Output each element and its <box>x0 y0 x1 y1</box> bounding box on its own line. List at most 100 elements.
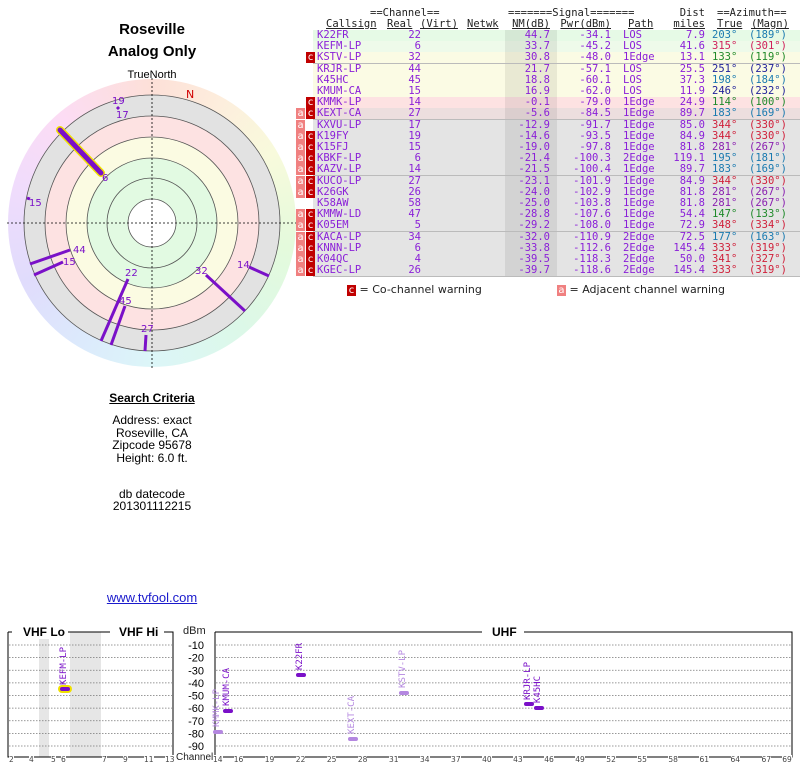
station-marker[interactable] <box>60 687 70 692</box>
real-channel: 15 <box>408 85 421 97</box>
azimuth-magn: (327°) <box>749 253 787 265</box>
true-north-label: TrueNorth <box>127 69 177 81</box>
table-row[interactable]: KEFM-LP 6 33.7 -45.2 LOS 41.6 315° (301°… <box>313 40 800 54</box>
azimuth-true: 333° <box>712 264 738 277</box>
table-row[interactable]: KSTV-LP 32 30.8 -48.0 1Edge 13.1 133° (1… <box>306 51 800 65</box>
distance: 13.1 <box>679 51 705 64</box>
station-marker[interactable] <box>347 737 358 742</box>
station-direction-line[interactable] <box>143 334 148 352</box>
nm-db: -25.0 <box>518 197 550 209</box>
pwr-dbm: -34.1 <box>579 29 611 41</box>
pwr-dbm: -79.0 <box>579 96 611 109</box>
table-row[interactable]: K26GK 26 -24.0 -102.9 1Edge 81.8 281° (2… <box>296 185 800 199</box>
path: LOS <box>623 73 642 86</box>
station-marker[interactable] <box>223 708 234 713</box>
station-marker-label: KEFM-LP <box>59 646 69 685</box>
real-channel: 45 <box>408 73 421 86</box>
distance: 89.7 <box>679 163 705 176</box>
nm-column-shade <box>505 242 557 254</box>
nm-db: 44.7 <box>524 29 550 41</box>
azimuth-magn: (267°) <box>749 185 787 198</box>
path: 2Edge <box>623 264 655 277</box>
azimuth-true: 195° <box>712 152 738 165</box>
real-channel: 44 <box>408 62 421 75</box>
nm-db: -21.5 <box>518 163 550 176</box>
table-row[interactable]: K45HC 45 18.8 -60.1 LOS 37.3 198° (184°) <box>313 73 800 87</box>
nm-column-shade <box>505 231 557 243</box>
distance: 50.0 <box>679 253 705 265</box>
channel-tick-label: 46 <box>544 755 554 764</box>
channel-tick-label: 49 <box>575 755 585 764</box>
nm-db: 33.7 <box>524 40 550 53</box>
distance: 84.9 <box>679 174 705 187</box>
azimuth-magn: (319°) <box>749 264 787 277</box>
cochannel-warning-icon: c <box>306 220 315 232</box>
path: 1Edge <box>623 51 655 64</box>
nm-db: -19.0 <box>518 141 550 153</box>
table-row[interactable]: KEXT-CA 27 -5.6 -84.5 1Edge 89.7 183° (1… <box>296 107 800 121</box>
station-marker[interactable] <box>213 730 223 735</box>
table-row[interactable]: KRJR-LP 44 21.7 -57.1 LOS 25.5 251° (237… <box>313 62 800 76</box>
path: 1Edge <box>623 107 655 120</box>
azimuth-true: 281° <box>712 197 738 209</box>
table-row[interactable]: KMMW-LD 47 -28.8 -107.6 1Edge 54.4 147° … <box>296 208 800 222</box>
table-row[interactable]: K58AW 58 -25.0 -103.8 1Edge 81.8 281° (2… <box>313 198 800 210</box>
band-vhf-hi: VHF Hi <box>116 625 162 639</box>
station-marker[interactable] <box>399 691 410 695</box>
table-row[interactable]: KMUM-CA 15 16.9 -62.0 LOS 11.9 246° (232… <box>313 86 800 98</box>
header-netwk: Netwk <box>467 18 499 30</box>
distance: 81.8 <box>679 185 705 198</box>
search-zip: Zipcode 95678 <box>112 438 192 452</box>
azimuth-true: 183° <box>712 163 738 176</box>
nm-column-shade <box>505 86 557 97</box>
path: 2Edge <box>623 230 655 243</box>
nm-db: -33.8 <box>518 241 550 254</box>
cochannel-warning-icon: c <box>306 265 315 277</box>
real-channel: 58 <box>408 197 421 209</box>
nm-db: 18.8 <box>524 73 550 86</box>
station-marker[interactable] <box>533 706 544 711</box>
station-marker[interactable] <box>523 702 534 707</box>
callsign: K19FY <box>317 129 349 142</box>
distance: 41.6 <box>679 40 705 53</box>
header-callsign: Callsign <box>326 18 377 30</box>
real-channel: 34 <box>408 230 421 243</box>
header-real: Real <box>387 18 413 30</box>
callsign: KACA-LP <box>317 230 362 243</box>
azimuth-magn: (133°) <box>749 208 787 221</box>
callsign: K15FJ <box>317 141 349 153</box>
pwr-dbm: -110.9 <box>573 230 611 243</box>
azimuth-magn: (330°) <box>749 129 787 142</box>
station-direction-line[interactable] <box>248 265 270 278</box>
channel-tick-label: 13 <box>165 755 175 764</box>
adjacent-warning-icon: a <box>296 186 305 198</box>
table-row[interactable]: KGEC-LP 26 -39.7 -118.6 2Edge 145.4 333°… <box>296 264 800 278</box>
adjacent-warning-icon: a <box>296 242 305 254</box>
channel-tick-label: 14 <box>213 755 223 764</box>
header-channel-group: ==Channel== <box>370 7 440 19</box>
pwr-dbm: -97.8 <box>579 141 611 153</box>
cochannel-flag-icon: c <box>347 284 356 296</box>
azimuth-magn: (301°) <box>749 40 787 53</box>
station-direction-line[interactable] <box>57 127 104 176</box>
station-marker[interactable] <box>295 673 306 678</box>
distance: 81.8 <box>679 197 705 209</box>
station-direction-line[interactable] <box>204 273 247 313</box>
station-direction-line[interactable] <box>115 105 121 111</box>
station-marker-label: K45HC <box>532 676 543 704</box>
db-datecode-label: db datecode <box>118 487 186 501</box>
nm-column-shade <box>505 130 557 142</box>
pwr-dbm: -103.8 <box>573 197 611 209</box>
station-direction-line[interactable] <box>109 305 127 346</box>
db-tick-label: -10 <box>188 640 204 652</box>
azimuth-true: 281° <box>712 141 738 153</box>
station-direction-line[interactable] <box>99 278 130 342</box>
station-direction-line[interactable] <box>33 260 64 277</box>
channel-tick-label: 58 <box>668 755 678 764</box>
tvfool-link[interactable]: www.tvfool.com <box>106 590 198 605</box>
table-row[interactable]: KNNN-LP 6 -33.8 -112.6 2Edge 145.4 333° … <box>296 241 800 255</box>
db-tick-label: -50 <box>188 691 204 703</box>
station-direction-line[interactable] <box>29 248 71 266</box>
callsign: KSTV-LP <box>317 51 362 64</box>
station-direction-line[interactable] <box>26 196 31 201</box>
